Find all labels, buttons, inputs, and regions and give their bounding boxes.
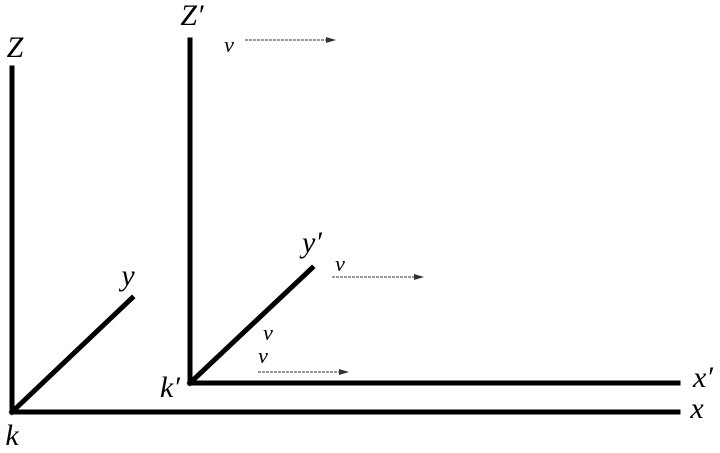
velocity-label: v xyxy=(224,32,234,57)
y-axis xyxy=(186,264,316,387)
velocity-label: v xyxy=(258,343,268,368)
y-axis xyxy=(8,294,136,416)
z-label: Z′ xyxy=(180,0,204,32)
velocity-label: v xyxy=(335,251,345,276)
x-label: x xyxy=(689,392,704,425)
y-label: y′ xyxy=(299,226,322,259)
x-label: x′ xyxy=(692,361,713,394)
frame-label: k′ xyxy=(160,371,180,404)
frame-label: k xyxy=(5,419,19,452)
velocity-label: v xyxy=(263,320,273,345)
z-label: Z xyxy=(7,31,24,64)
y-label: y xyxy=(118,259,135,292)
